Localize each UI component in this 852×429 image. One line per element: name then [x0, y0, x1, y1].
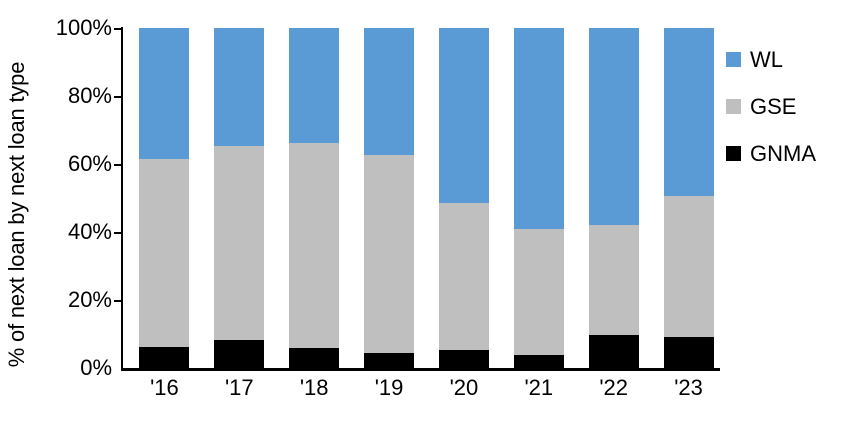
- bar-segment-gnma[interactable]: [588, 335, 639, 368]
- bar-group[interactable]: [139, 28, 190, 368]
- y-axis-tick-label: 20%: [67, 287, 112, 312]
- x-axis-line: [121, 368, 720, 371]
- bar-segment-wl[interactable]: [438, 28, 489, 204]
- x-axis-tick-label: '17: [224, 375, 254, 400]
- y-axis-tick-mark: [114, 28, 122, 30]
- legend-item[interactable]: GSE: [726, 83, 846, 130]
- bar-segment-wl[interactable]: [364, 28, 415, 156]
- bar-segment-gse[interactable]: [588, 225, 639, 336]
- bar-segment-gnma[interactable]: [139, 346, 190, 368]
- bar-segment-gse[interactable]: [438, 203, 489, 351]
- bar-group[interactable]: [214, 28, 265, 368]
- bar-segment-gnma[interactable]: [289, 348, 340, 368]
- bar-segment-gse[interactable]: [289, 142, 340, 349]
- bar-segment-gnma[interactable]: [364, 352, 415, 368]
- y-axis-tick-mark: [114, 96, 122, 98]
- bar-segment-gnma[interactable]: [438, 350, 489, 368]
- legend-swatch-icon: [726, 99, 741, 114]
- bar-group[interactable]: [663, 28, 714, 368]
- x-axis-tick-label: '19: [374, 375, 404, 400]
- bar-segment-wl[interactable]: [139, 28, 190, 159]
- legend-label: WL: [750, 46, 783, 72]
- bar-segment-gnma[interactable]: [214, 340, 265, 368]
- y-axis-tick-label: 40%: [67, 219, 112, 244]
- y-axis-tick-mark: [114, 300, 122, 302]
- x-axis-tick-label: '23: [674, 375, 703, 400]
- bar-segment-gse[interactable]: [663, 196, 714, 338]
- bar-segment-wl[interactable]: [588, 28, 639, 226]
- y-axis-tick-labels: 0% 20% 40% 60% 80% 100%: [36, 0, 112, 429]
- bar-group[interactable]: [364, 28, 415, 368]
- y-axis-line: [121, 27, 123, 369]
- bar-group[interactable]: [438, 28, 489, 368]
- y-axis-tick-label: 100%: [55, 15, 112, 40]
- legend-item[interactable]: WL: [726, 36, 846, 83]
- plot-area: [114, 27, 720, 371]
- x-axis-tick-labels: '16 '17 '18 '19 '20 '21 '22 '23: [121, 375, 720, 416]
- bar-segment-wl[interactable]: [513, 28, 564, 229]
- bar-group[interactable]: [513, 28, 564, 368]
- y-axis-tick-mark: [114, 232, 122, 234]
- bars-layer: [121, 28, 720, 368]
- bar-segment-gse[interactable]: [139, 158, 190, 347]
- bar-segment-wl[interactable]: [663, 28, 714, 197]
- y-axis-title: % of next loan by next loan type: [4, 61, 29, 368]
- bar-segment-gse[interactable]: [364, 155, 415, 353]
- x-axis-tick-label: '22: [599, 375, 629, 400]
- legend-label: GNMA: [750, 140, 816, 166]
- bar-group[interactable]: [289, 28, 340, 368]
- legend-swatch-icon: [726, 146, 741, 161]
- y-axis-tick-label: 80%: [67, 83, 112, 108]
- bar-segment-gse[interactable]: [513, 228, 564, 356]
- bar-segment-wl[interactable]: [214, 28, 265, 146]
- x-axis-tick-label: '21: [524, 375, 554, 400]
- x-axis-tick-label: '20: [449, 375, 479, 400]
- legend-swatch-icon: [726, 52, 741, 67]
- y-axis-tick-label: 60%: [67, 151, 112, 176]
- legend-item[interactable]: GNMA: [726, 130, 846, 177]
- bar-segment-gse[interactable]: [214, 146, 265, 341]
- bar-segment-gnma[interactable]: [513, 355, 564, 368]
- bar-segment-wl[interactable]: [289, 28, 340, 143]
- chart-legend: WL GSE GNMA: [726, 36, 846, 177]
- y-axis-tick-mark: [114, 164, 122, 166]
- bar-group[interactable]: [588, 28, 639, 368]
- legend-label: GSE: [750, 93, 797, 119]
- bar-segment-gnma[interactable]: [663, 337, 714, 368]
- x-axis-tick-label: '16: [150, 375, 179, 400]
- y-axis-tick-label: 0%: [80, 355, 112, 380]
- x-axis-tick-label: '18: [299, 375, 329, 400]
